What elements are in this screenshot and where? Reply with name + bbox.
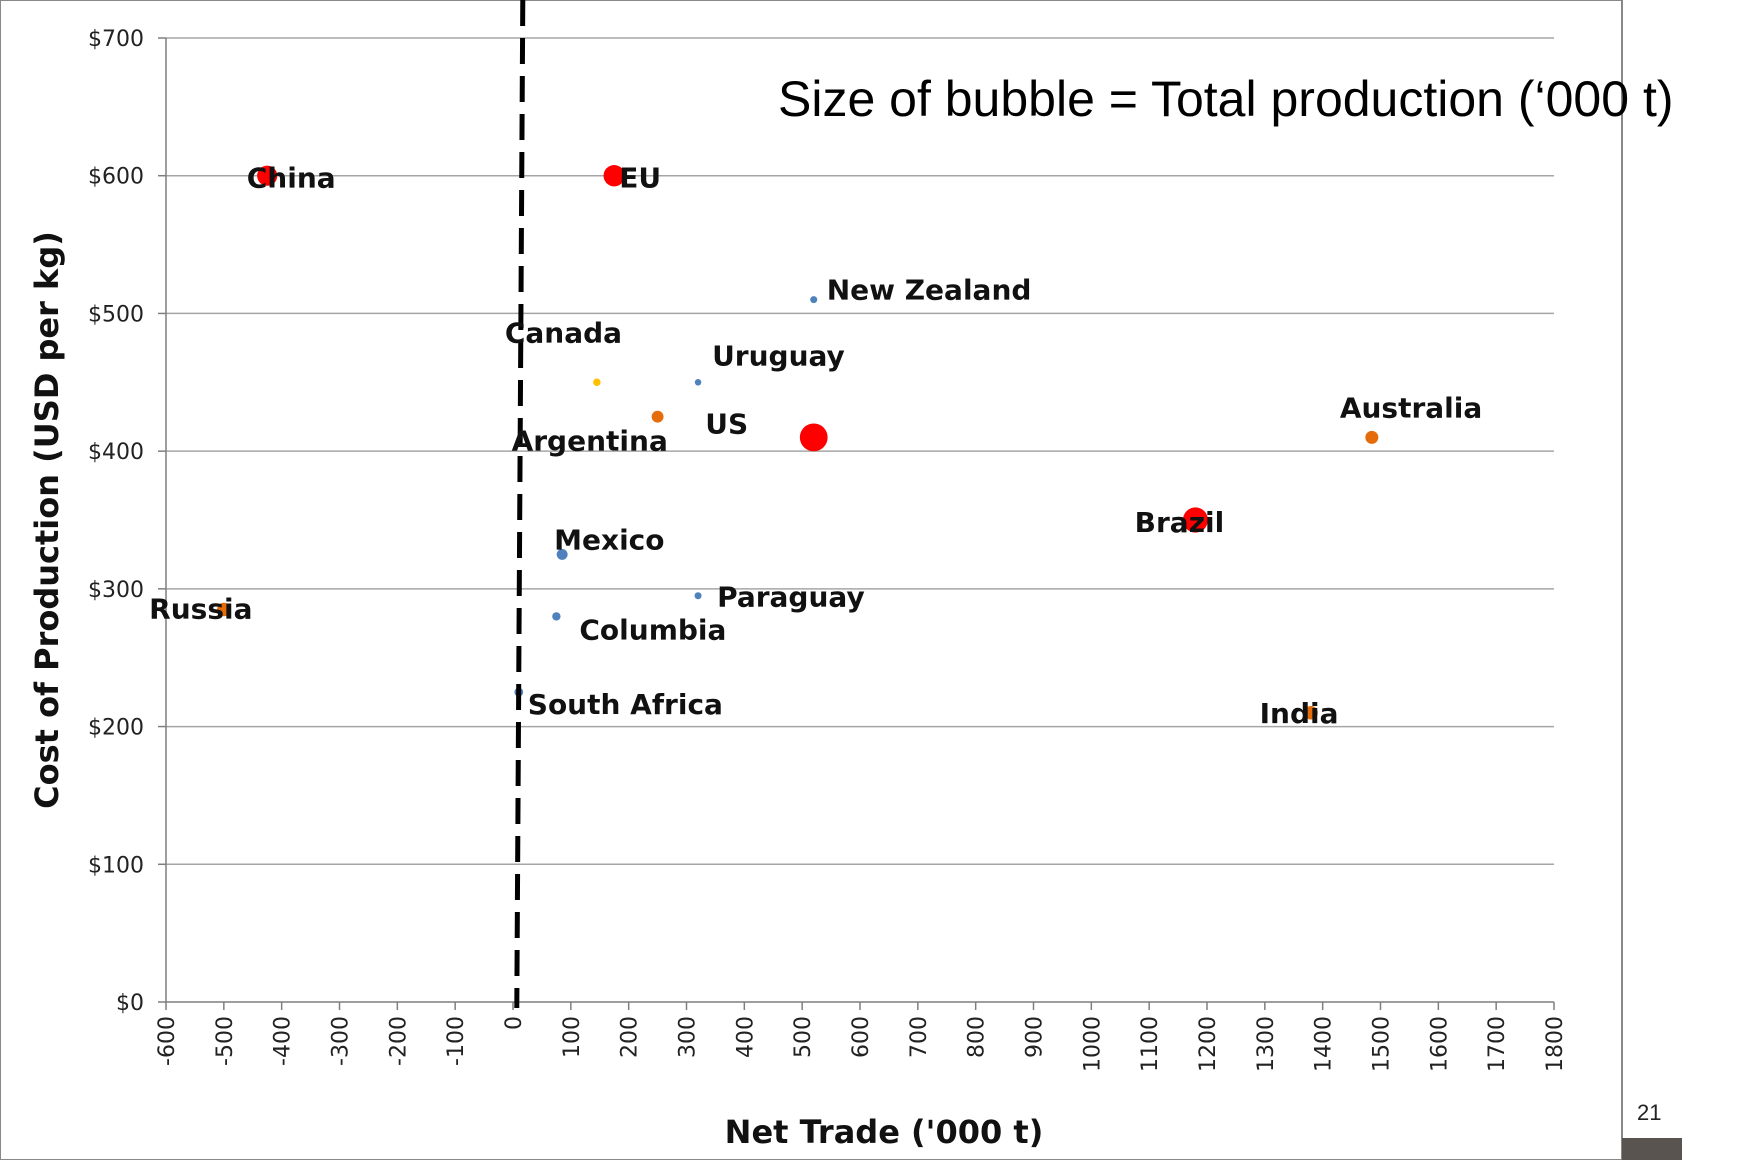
x-axis-title: Net Trade ('000 t) (725, 1113, 1044, 1151)
bubble-label: Australia (1340, 391, 1482, 424)
x-tick-label: 1300 (1254, 1016, 1279, 1072)
x-tick-label: 1800 (1543, 1016, 1568, 1072)
bubble-label: Uruguay (712, 339, 845, 372)
x-tick-label: 100 (560, 1016, 585, 1058)
x-tick-label: 1100 (1138, 1016, 1163, 1072)
bubble-us (799, 423, 828, 452)
bubble-new-zealand (810, 296, 818, 304)
bubble-columbia (552, 612, 561, 621)
bubble-label: Mexico (554, 523, 664, 556)
bubble-label: Canada (505, 316, 622, 349)
bubble-labels: China EU New Zealand Canada Argentina Uruguay… (149, 162, 1482, 730)
axes: $0 $100 $200 $300 $400 $500 $600 $700 -600 -500 -4… (88, 27, 1568, 1072)
bubble-russia (217, 602, 231, 617)
bubble-label: India (1260, 697, 1339, 730)
x-tick-label: -200 (386, 1016, 411, 1066)
y-axis-title: Cost of Production (USD per kg) (28, 231, 66, 809)
page-number: 21 (1637, 1100, 1661, 1125)
x-tick-label: 600 (849, 1016, 874, 1058)
x-tick-label: -500 (213, 1016, 238, 1066)
x-tick-label: 1000 (1080, 1016, 1105, 1072)
x-tick-label: 300 (676, 1016, 701, 1058)
bubble-label: EU (619, 162, 661, 195)
bubble-uruguay (694, 379, 702, 386)
x-tick-label: -400 (271, 1016, 296, 1066)
x-tick-label: -300 (329, 1016, 354, 1066)
bubble-canada (593, 378, 601, 387)
bubbles (217, 165, 1379, 720)
bubble-china (257, 165, 278, 186)
bubble-mexico (556, 548, 568, 560)
y-tick-label: $100 (88, 853, 144, 878)
bubble-label: Argentina (512, 425, 668, 458)
bubble-label: Brazil (1135, 506, 1225, 539)
bubble-australia (1365, 430, 1379, 444)
x-tick-label: 800 (965, 1016, 990, 1058)
x-tick-label: 400 (733, 1016, 758, 1058)
x-tick-label: -600 (155, 1016, 180, 1066)
x-tick-label: 500 (791, 1016, 816, 1058)
y-tick-label: $700 (88, 27, 144, 52)
y-tick-label: $300 (88, 578, 144, 603)
x-tick-label: -100 (444, 1016, 469, 1066)
y-tick-label: $0 (116, 991, 144, 1016)
zero-net-trade-divider (514, 0, 526, 1009)
bubble-label: China (247, 162, 336, 195)
bubble-size-note: Size of bubble = Total production (‘000 … (778, 71, 1673, 127)
x-tick-label: 200 (618, 1016, 643, 1058)
bubble-eu (603, 165, 625, 187)
y-tick-label: $600 (88, 165, 144, 190)
bubble-label: South Africa (528, 688, 723, 721)
bubble-label: US (705, 407, 748, 440)
bubble-label: Russia (149, 593, 252, 626)
bubble-label: New Zealand (827, 274, 1032, 307)
footer-bar (1622, 1138, 1682, 1160)
x-tick-label: 900 (1023, 1016, 1048, 1058)
y-tick-label: $200 (88, 716, 144, 741)
x-tick-label: 1200 (1196, 1016, 1221, 1072)
bubble-label: Paraguay (717, 581, 865, 614)
x-tick-label: 0 (502, 1016, 527, 1030)
bubble-paraguay (694, 592, 702, 600)
y-tick-label: $500 (88, 302, 144, 327)
y-tick-label: $400 (88, 440, 144, 465)
x-tick-label: 1700 (1485, 1016, 1510, 1072)
x-tick-label: 1500 (1370, 1016, 1395, 1072)
x-tick-label: 1600 (1427, 1016, 1452, 1072)
bubble-label: Columbia (579, 613, 726, 646)
grid-lines (166, 37, 1554, 866)
x-tick-label: 700 (907, 1016, 932, 1058)
bubble-argentina (651, 410, 664, 423)
bubble-brazil (1182, 507, 1209, 533)
chart-frame (0, 0, 1623, 1160)
bubble-india (1304, 706, 1318, 720)
x-tick-label: 1400 (1312, 1016, 1337, 1072)
